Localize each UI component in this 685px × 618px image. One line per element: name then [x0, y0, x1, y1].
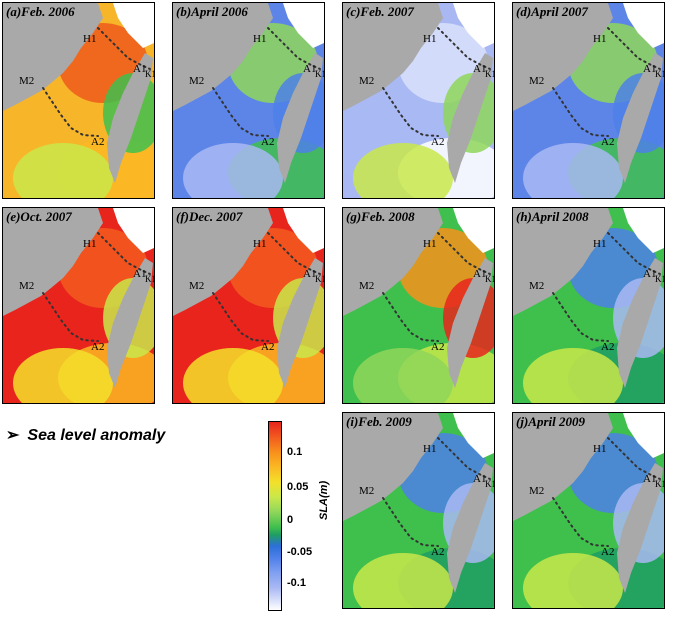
panel-title: (c)Feb. 2007: [346, 4, 414, 19]
station-label-h1: H1: [253, 33, 267, 45]
station-label-a2: A2: [261, 136, 275, 148]
station-label-m2: M2: [359, 75, 375, 87]
colorbar-tick: 0: [287, 514, 294, 526]
panel-title: (b)April 2006: [176, 4, 248, 19]
station-label-a1: A1: [303, 268, 317, 280]
station-label-k1: K1: [145, 274, 155, 284]
station-label-a2: A2: [601, 341, 615, 353]
station-label-m2: M2: [359, 280, 375, 292]
station-label-m2: M2: [529, 280, 545, 292]
map-panel: (j)April 2009 H1 A1 K1 M2 A2: [512, 412, 665, 609]
station-label-m2: M2: [359, 485, 375, 497]
station-label-h1: H1: [83, 238, 97, 250]
map-panel: (i)Feb. 2009 H1 A1 K1 M2 A2: [342, 412, 495, 609]
station-label-k1: K1: [655, 274, 665, 284]
station-label-k1: K1: [485, 274, 495, 284]
station-label-h1: H1: [593, 238, 607, 250]
station-label-m2: M2: [189, 75, 205, 87]
station-label-a2: A2: [91, 136, 105, 148]
station-label-a1: A1: [473, 473, 487, 485]
station-label-a1: A1: [473, 63, 487, 75]
map-panel: (a)Feb. 2006 H1 A1 K1 M2 A2: [2, 2, 155, 199]
panel-title: (h)April 2008: [516, 209, 589, 224]
map-panel: (g)Feb. 2008 H1 A1 K1 M2 A2: [342, 207, 495, 404]
station-label-h1: H1: [423, 238, 437, 250]
station-label-a1: A1: [643, 268, 657, 280]
station-label-k1: K1: [145, 69, 155, 79]
station-label-a2: A2: [431, 136, 445, 148]
station-label-h1: H1: [423, 33, 437, 45]
map-panel: (e)Oct. 2007 H1 A1 K1 M2 A2: [2, 207, 155, 404]
station-label-a2: A2: [261, 341, 275, 353]
station-label-m2: M2: [19, 280, 35, 292]
station-label-a1: A1: [133, 268, 147, 280]
station-label-a2: A2: [601, 136, 615, 148]
panel-title: (e)Oct. 2007: [6, 209, 72, 224]
station-label-a1: A1: [643, 473, 657, 485]
station-label-m2: M2: [529, 75, 545, 87]
map-panel: (f)Dec. 2007 H1 A1 K1 M2 A2: [172, 207, 325, 404]
station-label-a1: A1: [133, 63, 147, 75]
panel-title: (a)Feb. 2006: [6, 4, 75, 19]
station-label-m2: M2: [19, 75, 35, 87]
station-label-h1: H1: [593, 443, 607, 455]
colorbar-tick: 0.1: [287, 446, 303, 458]
station-label-a2: A2: [91, 341, 105, 353]
station-label-k1: K1: [315, 69, 325, 79]
station-label-a1: A1: [473, 268, 487, 280]
station-label-m2: M2: [529, 485, 545, 497]
map-panel: (h)April 2008 H1 A1 K1 M2 A2: [512, 207, 665, 404]
station-label-k1: K1: [315, 274, 325, 284]
colorbar-tick: -0.1: [287, 577, 306, 589]
panel-title: (g)Feb. 2008: [346, 209, 415, 224]
station-label-h1: H1: [593, 33, 607, 45]
map-panel: (b)April 2006 H1 A1 K1 M2 A2: [172, 2, 325, 199]
station-label-h1: H1: [83, 33, 97, 45]
station-label-h1: H1: [423, 443, 437, 455]
station-label-a2: A2: [431, 341, 445, 353]
map-panel: (d)April 2007 H1 A1 K1 M2 A2: [512, 2, 665, 199]
colorbar: [268, 421, 282, 611]
station-label-m2: M2: [189, 280, 205, 292]
station-label-k1: K1: [655, 479, 665, 489]
colorbar-tick: -0.05: [287, 546, 313, 558]
station-label-h1: H1: [253, 238, 267, 250]
panel-title: (f)Dec. 2007: [176, 209, 243, 224]
arrow-icon: ➢: [6, 427, 20, 444]
panel-title: (d)April 2007: [516, 4, 588, 19]
station-label-a2: A2: [431, 546, 445, 558]
panel-title: (i)Feb. 2009: [346, 414, 412, 429]
colorbar-tick: 0.05: [287, 481, 309, 493]
station-label-a1: A1: [643, 63, 657, 75]
station-label-k1: K1: [485, 479, 495, 489]
station-label-a1: A1: [303, 63, 317, 75]
panel-title: (j)April 2009: [516, 414, 585, 429]
colorbar-title: SLA(m): [318, 480, 330, 520]
legend-label-text: Sea level anomaly: [27, 427, 166, 444]
station-label-a2: A2: [601, 546, 615, 558]
map-panel: (c)Feb. 2007 H1 A1 K1 M2 A2: [342, 2, 495, 199]
station-label-k1: K1: [485, 69, 495, 79]
legend-label: ➢ Sea level anomaly: [6, 425, 165, 445]
station-label-k1: K1: [655, 69, 665, 79]
